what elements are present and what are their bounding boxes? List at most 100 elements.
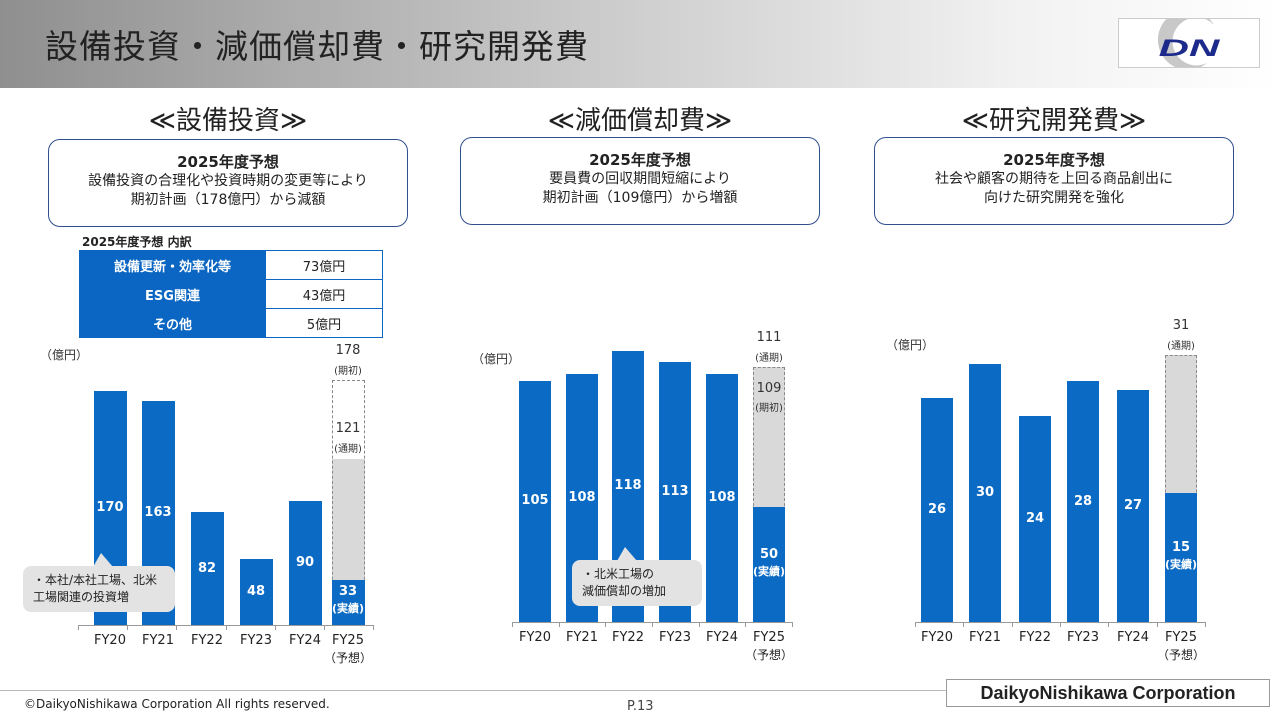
row-value: 5億円 [265,308,383,338]
bar-sublabel: (通期) [334,443,362,455]
callout-note: ・北米工場の 減価償却の増加 [572,547,702,606]
company-name: DaikyoNishikawa Corporation [946,679,1270,707]
callout-line: 工場関連の投資増 [33,590,130,604]
row-label: 設備更新・効率化等 [79,250,266,280]
axis-tick [605,622,607,627]
x-tick-label: FY22 [1019,630,1051,645]
bar-value: 33 [338,584,358,600]
bar-value: 28 [1073,493,1093,509]
x-tick-label: FY21 [142,633,174,648]
x-tick-label: FY21 [969,630,1001,645]
x-tick-label: FY24 [706,630,738,645]
bar-value: 170 [96,500,124,516]
axis-tick [1060,622,1061,627]
x-tick-label: FY23 [240,633,272,648]
x-tick-label: FY25 [1165,630,1197,645]
bar [1019,415,1051,622]
unit-label: （億円） [886,338,935,352]
axis-tick [698,622,700,627]
axis-tick [1205,622,1206,627]
bar [969,364,1001,622]
bar-value: 50 [759,546,779,562]
breakdown-title: 2025年度予想 内訳 [82,235,192,249]
axis-tick [745,622,747,627]
row-value: 73億円 [265,250,383,280]
bar [519,380,551,622]
bar [239,559,273,625]
x-tick-label: FY20 [94,633,126,648]
bar [1067,381,1099,622]
bar-value: 90 [295,555,315,571]
axis-tick [176,625,178,630]
bar-sublabel: (実績) [331,602,365,616]
callout-tail [617,547,637,561]
bar-label: 121 [335,420,361,436]
axis-tick [274,625,276,630]
table-row: その他 5億円 [79,308,383,338]
axis-tick [558,622,560,627]
callout-note: ・本社/本社工場、北米 工場関連の投資増 [23,553,175,612]
row-value: 43億円 [265,279,383,309]
page-number: P.13 [627,699,654,714]
x-tick-label: FY22 [612,630,644,645]
x-tick-label: FY22 [191,633,223,648]
axis-tick [512,622,513,627]
callout-tail [93,553,113,567]
callout-line: ・北米工場の [582,567,655,581]
x-tick-label: FY20 [519,630,551,645]
axis-tick [1156,622,1158,627]
axis-tick [792,622,793,627]
box-line: 期初計画（178億円）から減額 [130,192,326,208]
row-label: その他 [79,308,266,338]
bar-value: 26 [927,502,947,518]
callout-line: 減価償却の増加 [582,584,667,598]
bar-sublabel: (通期) [755,352,783,364]
bar-sublabel: (実績) [752,564,786,578]
table-row: 設備更新・効率化等 73億円 [79,250,383,280]
bar-sublabel: (通期) [1167,341,1195,353]
callout-line: ・本社/本社工場、北米 [33,573,158,587]
page-title: 設備投資・減価償却費・研究開発費 [45,27,589,66]
rnd-forecast-box: 2025年度予想 社会や顧客の期待を上回る商品創出に 向けた研究開発を強化 [874,137,1234,225]
axis-tick [652,622,653,627]
depreciation-forecast-box: 2025年度予想 要員費の回収期間短縮により 期初計画（109億円）から増額 [460,137,820,225]
company-logo: DN [1118,9,1260,70]
table-row: ESG関連 43億円 [79,279,383,309]
bar-value: 105 [521,493,549,509]
box-title: 2025年度予想 [177,153,279,171]
bar [288,501,322,625]
bar-value: 48 [246,584,266,599]
copyright: ©DaikyoNishikawa Corporation All rights … [24,697,330,711]
box-title: 2025年度予想 [589,151,691,169]
x-tick-label: FY20 [921,630,953,645]
unit-label: （億円） [472,352,521,366]
box-line: 期初計画（109億円）から増額 [542,190,738,206]
x-tick-label: FY23 [659,630,691,645]
bar-value: 108 [708,489,736,505]
bar-label: 31 [1172,318,1190,334]
bar-value: 108 [568,489,596,505]
x-tick-label: FY23 [1067,630,1099,645]
header-bar: 設備投資・減価償却費・研究開発費 DN [0,0,1280,88]
axis-tick [323,625,325,630]
x-tick-label: FY24 [1117,630,1149,645]
heading-rnd: ≪研究開発費≫ [961,106,1147,136]
heading-depreciation: ≪減価償却費≫ [547,106,733,136]
x-tick-sublabel: （予想） [1156,648,1205,662]
bar-value: 30 [975,485,995,500]
x-tick-label: FY21 [566,630,598,645]
bar-value: 163 [144,504,172,520]
bar-value: 118 [614,478,642,494]
x-tick-sublabel: （予想） [323,651,372,665]
footer-divider [0,690,950,691]
bar-sublabel: (期初) [334,366,362,378]
x-tick-label: FY25 [332,633,364,648]
axis-tick [225,625,227,630]
axis-tick [373,625,374,630]
bar-label: 178 [335,343,361,359]
bar-value: 15 [1171,539,1191,555]
bar [921,398,953,622]
x-tick-label: FY25 [753,630,785,645]
box-line: 社会や顧客の期待を上回る商品創出に [935,171,1173,187]
axis-tick [963,622,965,627]
